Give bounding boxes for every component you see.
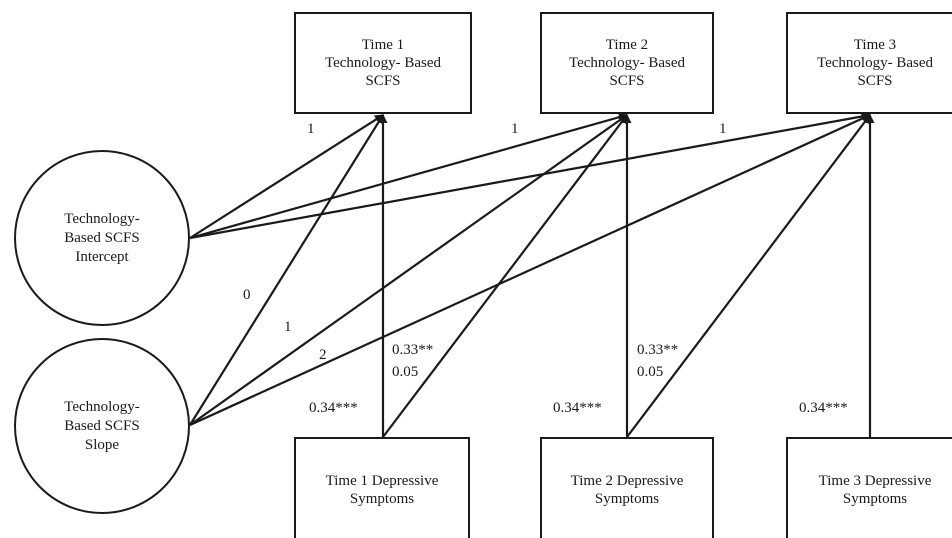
- loading-slope-t1: 0: [243, 287, 251, 303]
- t2-dep-line1: Time 2 Depressive: [570, 473, 684, 489]
- t2-scfs-line1: Time 2: [605, 37, 649, 53]
- coef-t1-cross-sig: 0.33**: [392, 342, 434, 358]
- arrow-intercept-to-t1-scfs: [189, 114, 384, 239]
- slope-line3: Slope: [84, 436, 120, 453]
- t1-scfs-line2: Technology- Based: [324, 55, 441, 71]
- intercept-line1: Technology-: [64, 210, 140, 227]
- loading-intercept-t3: 1: [719, 121, 727, 137]
- arrow-slope-to-t3-scfs: [189, 113, 871, 427]
- coef-t2-cross-sig: 0.33**: [637, 342, 679, 358]
- t2-scfs-box: Time 2 Technology- Based SCFS: [540, 12, 714, 114]
- t3-scfs-line3: SCFS: [857, 73, 893, 89]
- t1-scfs-line3: SCFS: [365, 73, 401, 89]
- coef-t1-concurrent: 0.34***: [309, 400, 358, 416]
- t1-scfs-box: Time 1 Technology- Based SCFS: [294, 12, 472, 114]
- t2-scfs-line3: SCFS: [609, 73, 645, 89]
- arrow-intercept-to-t3-scfs: [189, 111, 871, 240]
- intercept-line3: Intercept: [75, 248, 129, 265]
- t1-dep-line2: Symptoms: [349, 491, 415, 507]
- coef-t2-concurrent: 0.34***: [553, 400, 602, 416]
- coef-t2-cross-ns: 0.05: [637, 364, 664, 380]
- t2-depression-box: Time 2 Depressive Symptoms: [540, 437, 714, 538]
- t3-scfs-line2: Technology- Based: [816, 55, 933, 71]
- loading-intercept-t2: 1: [511, 121, 519, 137]
- coef-t1-cross-ns: 0.05: [392, 364, 419, 380]
- t3-depression-box: Time 3 Depressive Symptoms: [786, 437, 952, 538]
- loading-slope-t2: 1: [284, 319, 292, 335]
- arrow-t1-dep-to-t2-scfs: [382, 114, 628, 438]
- arrow-slope-to-t2-scfs: [189, 114, 628, 426]
- coef-t3-concurrent: 0.34***: [799, 400, 848, 416]
- t3-scfs-box: Time 3 Technology- Based SCFS: [786, 12, 952, 114]
- t2-scfs-line2: Technology- Based: [568, 55, 685, 71]
- t1-dep-line1: Time 1 Depressive: [325, 473, 439, 489]
- intercept-circle: Technology- Based SCFS Intercept: [14, 150, 190, 326]
- loading-slope-t3: 2: [319, 347, 327, 363]
- t3-dep-line2: Symptoms: [842, 491, 908, 507]
- intercept-line2: Based SCFS: [64, 229, 140, 246]
- arrow-intercept-to-t2-scfs: [189, 112, 628, 240]
- arrow-slope-to-t1-scfs: [189, 114, 384, 426]
- t2-dep-line2: Symptoms: [594, 491, 660, 507]
- slope-circle: Technology- Based SCFS Slope: [14, 338, 190, 514]
- t1-depression-box: Time 1 Depressive Symptoms: [294, 437, 470, 538]
- t1-scfs-line1: Time 1: [361, 37, 405, 53]
- arrow-t2-dep-to-t3-scfs: [626, 114, 871, 438]
- slope-line2: Based SCFS: [64, 417, 140, 434]
- t3-scfs-line1: Time 3: [853, 37, 897, 53]
- loading-intercept-t1: 1: [307, 121, 315, 137]
- slope-line1: Technology-: [64, 398, 140, 415]
- t3-dep-line1: Time 3 Depressive: [818, 473, 932, 489]
